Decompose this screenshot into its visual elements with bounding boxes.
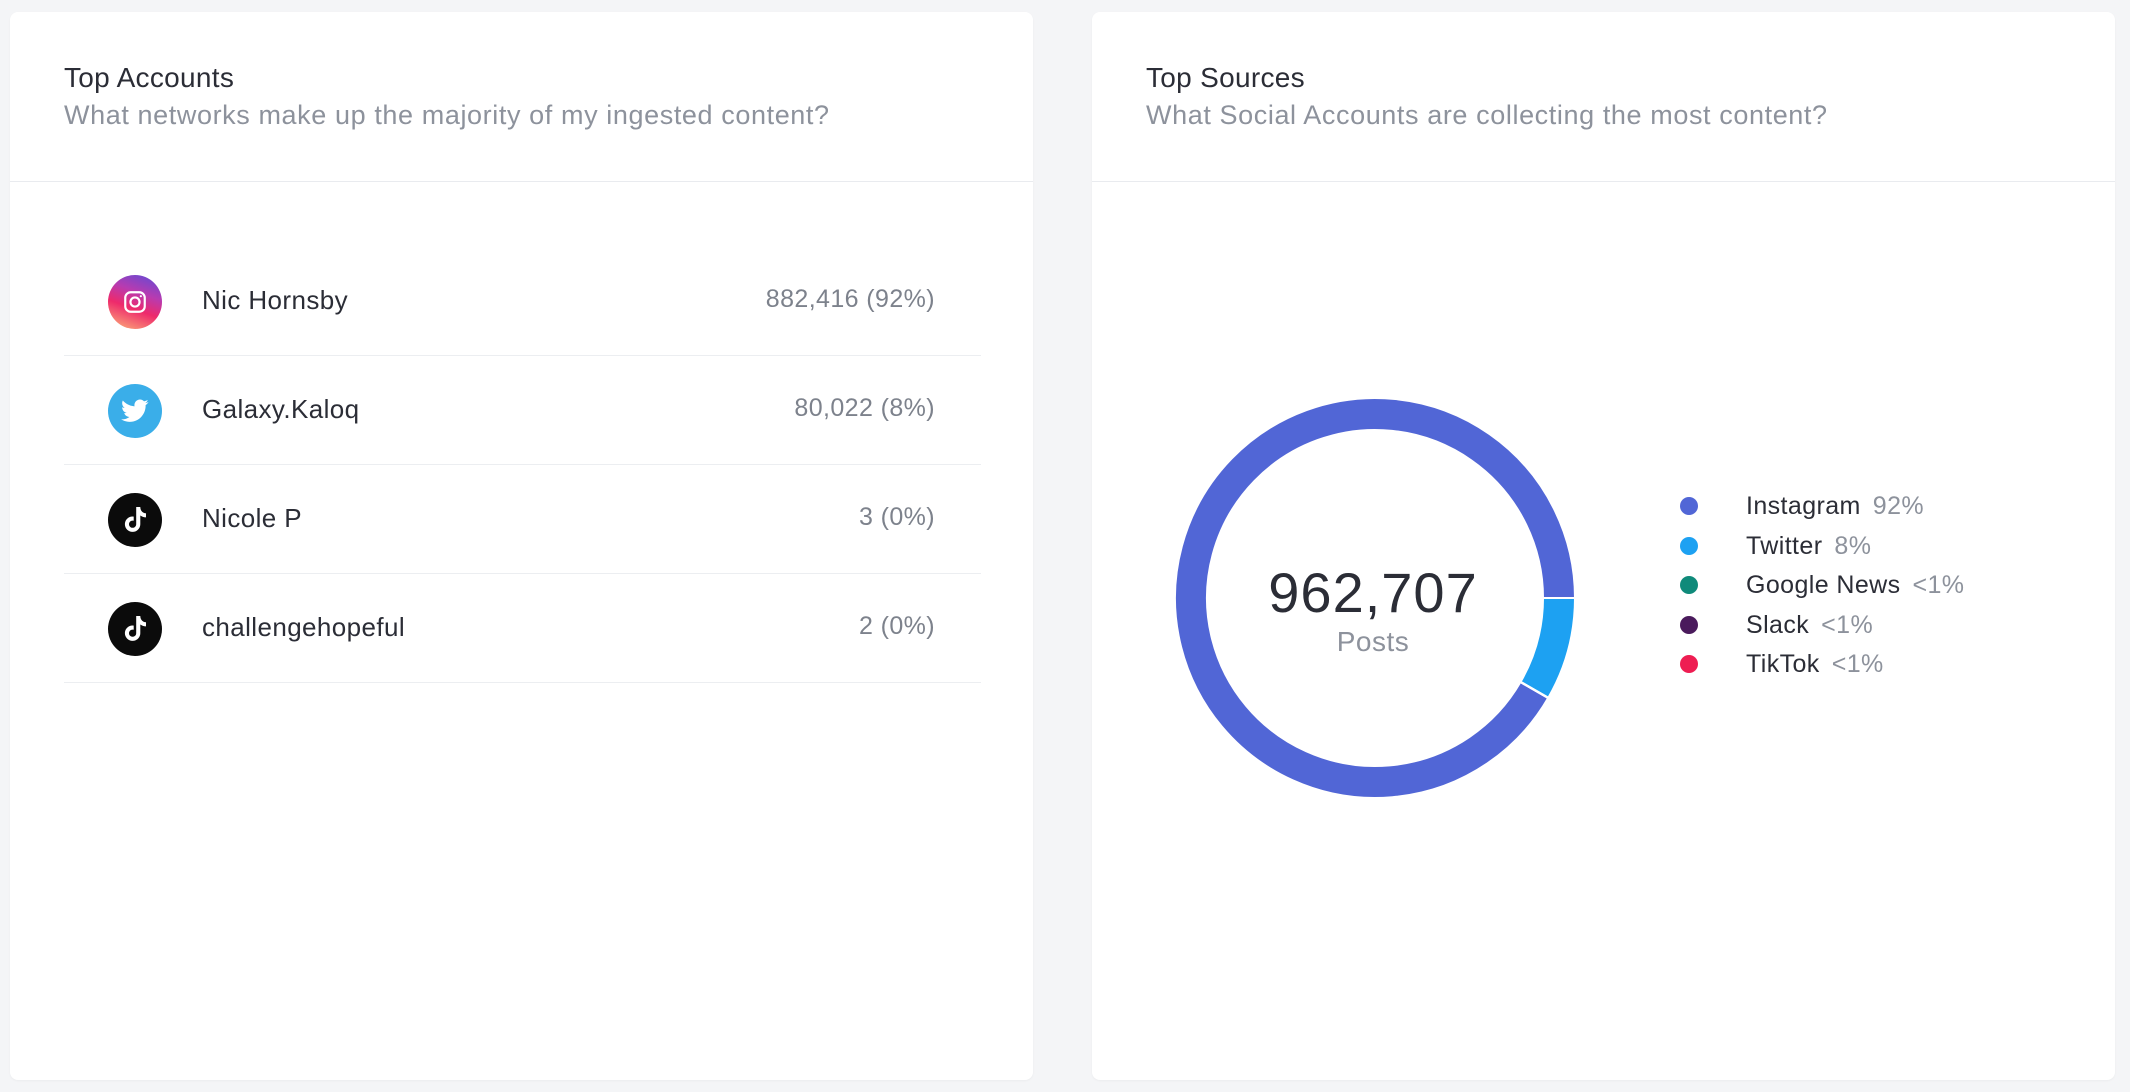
twitter-icon <box>108 384 162 438</box>
account-row[interactable]: challengehopeful 2 (0%) <box>64 574 981 683</box>
legend-percent: <1% <box>1831 650 1884 678</box>
tiktok-icon <box>108 493 162 547</box>
legend-label: TikTok <box>1746 650 1820 678</box>
account-row[interactable]: Nic Hornsby 882,416 (92%) <box>64 247 981 356</box>
legend-dot <box>1680 497 1698 515</box>
account-count: 2 (0%) <box>858 612 935 640</box>
legend-label: Instagram <box>1746 492 1861 520</box>
legend-dot <box>1680 536 1698 555</box>
legend-percent: <1% <box>1912 571 1965 599</box>
account-name: Galaxy.Kaloq <box>202 394 360 424</box>
legend-percent: 8% <box>1834 531 1872 560</box>
legend-label: Twitter <box>1746 531 1823 560</box>
top-accounts-card: Top Accounts What networks make up the m… <box>10 12 1033 1080</box>
legend-percent: <1% <box>1821 610 1874 639</box>
account-count: 882,416 (92%) <box>765 285 935 313</box>
account-name: Nic Hornsby <box>202 285 348 315</box>
account-count: 80,022 (8%) <box>794 394 935 422</box>
legend-percent: 92% <box>1872 492 1925 520</box>
account-name: Nicole P <box>202 503 303 533</box>
account-row[interactable]: Nicole P 3 (0%) <box>64 465 981 574</box>
account-count: 3 (0%) <box>858 503 935 531</box>
tiktok-icon <box>108 602 162 656</box>
donut-slice-instagram[interactable] <box>1174 397 1577 799</box>
sources-donut-chart <box>1174 397 1577 799</box>
top-accounts-title: Top Accounts <box>64 62 235 93</box>
account-name: challengehopeful <box>202 612 406 642</box>
top-accounts-header: Top Accounts What networks make up the m… <box>10 12 1033 182</box>
legend-dot <box>1680 615 1698 634</box>
account-row[interactable]: Galaxy.Kaloq 80,022 (8%) <box>64 356 981 465</box>
donut-total-label: Posts <box>1336 626 1410 657</box>
top-sources-title: Top Sources <box>1146 62 1305 93</box>
top-sources-card: Top Sources What Social Accounts are col… <box>1092 12 2115 1080</box>
donut-slice-tiktok[interactable] <box>1519 680 1550 700</box>
top-accounts-subtitle: What networks make up the majority of my… <box>64 100 830 130</box>
legend-label: Google News <box>1746 571 1901 599</box>
account-list: Nic Hornsby 882,416 (92%) Galaxy.Kaloq 8… <box>64 247 981 683</box>
donut-total: 962,707 <box>1268 561 1478 624</box>
top-sources-subtitle: What Social Accounts are collecting the … <box>1146 100 1828 130</box>
legend-label: Slack <box>1746 610 1810 639</box>
legend-dot <box>1680 655 1698 673</box>
legend-dot <box>1680 576 1698 594</box>
top-sources-header: Top Sources What Social Accounts are col… <box>1092 12 2115 182</box>
instagram-icon <box>108 275 162 329</box>
